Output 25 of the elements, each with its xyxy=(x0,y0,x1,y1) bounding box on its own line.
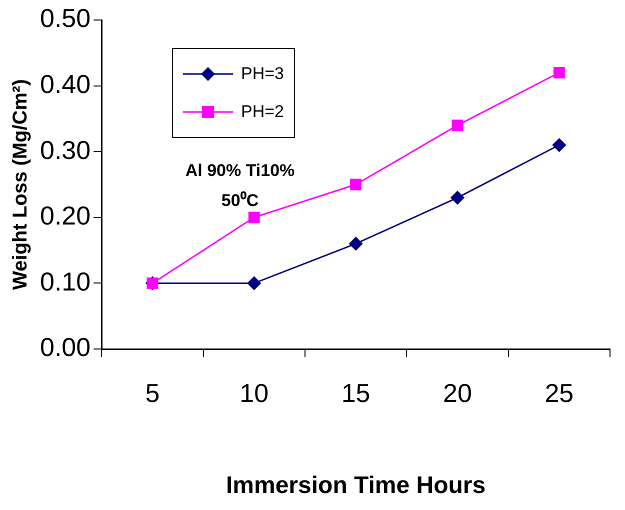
x-tick-label: 15 xyxy=(341,378,370,408)
legend-label: PH=3 xyxy=(241,64,284,84)
legend-label: PH=2 xyxy=(241,102,284,122)
y-tick-label: 0.20 xyxy=(40,200,91,231)
annotation: Al 90% Ti10% xyxy=(185,161,295,180)
point xyxy=(552,138,566,152)
point xyxy=(248,212,260,224)
x-axis-title: Immersion Time Hours xyxy=(226,472,486,500)
point xyxy=(350,178,362,190)
y-tick-label: 0.00 xyxy=(40,332,91,362)
annotation: 50⁰C xyxy=(221,191,259,210)
y-tick-label: 0.40 xyxy=(40,68,91,99)
point xyxy=(450,190,464,204)
point xyxy=(553,66,565,78)
y-axis-title: Weight Loss (Mg/Cm²) xyxy=(10,79,32,290)
point xyxy=(452,120,464,131)
point xyxy=(349,236,363,250)
point xyxy=(247,276,261,290)
y-tick-label: 0.50 xyxy=(40,3,91,34)
x-tick-label: 10 xyxy=(240,378,269,408)
x-tick-label: 5 xyxy=(145,378,160,408)
x-tick-label: 25 xyxy=(544,378,574,408)
y-tick-label: 0.10 xyxy=(40,266,91,296)
x-tick-label: 20 xyxy=(443,378,472,408)
y-tick-label: 0.30 xyxy=(40,134,91,165)
